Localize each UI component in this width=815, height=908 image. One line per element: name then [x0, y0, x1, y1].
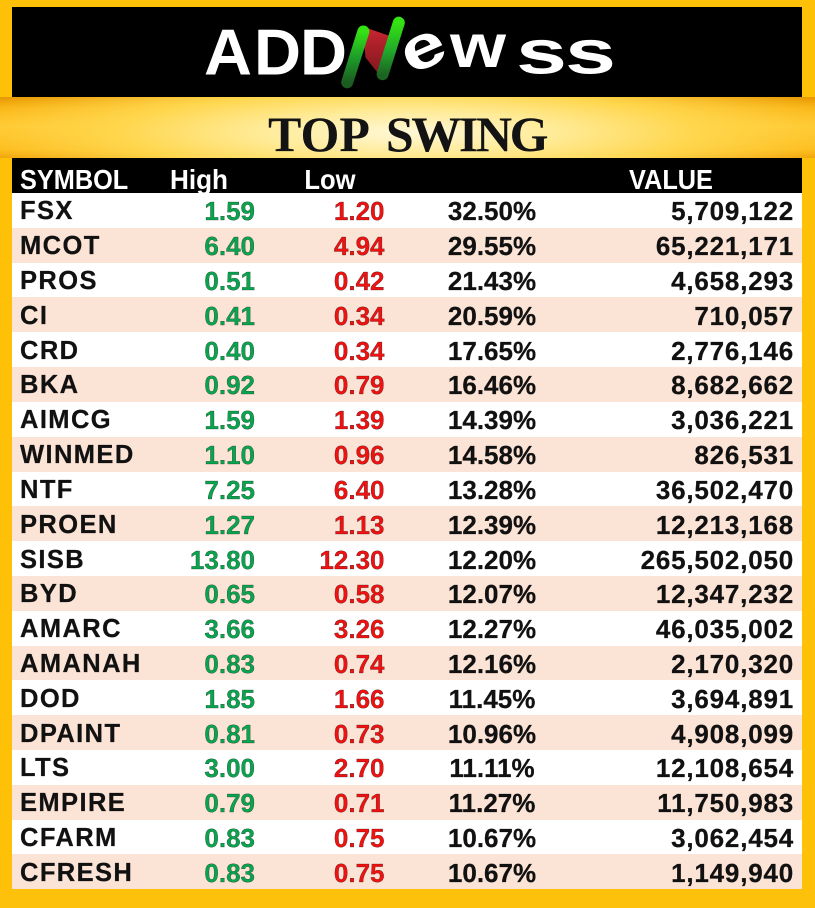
svg-text:D: D	[254, 17, 301, 89]
svg-text:A: A	[204, 17, 252, 89]
svg-text:s: s	[516, 18, 567, 88]
svg-text:D: D	[300, 17, 347, 89]
svg-text:w: w	[449, 12, 507, 80]
svg-text:s: s	[565, 18, 616, 88]
